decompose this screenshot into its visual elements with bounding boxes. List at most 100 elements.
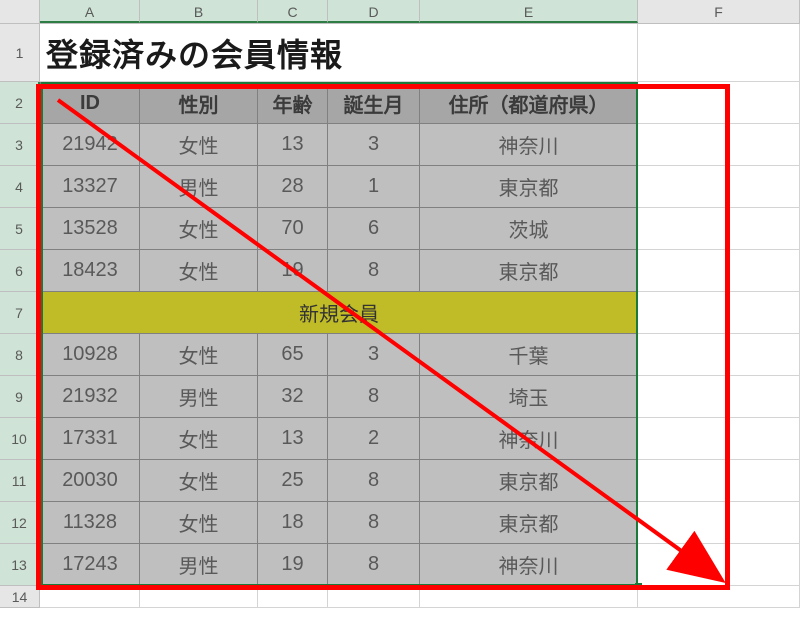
table-cell[interactable]: 茨城 [420, 208, 638, 250]
table-cell[interactable]: 28 [258, 166, 328, 208]
th-prefecture[interactable]: 住所（都道府県） [420, 82, 638, 124]
cell-F5[interactable] [638, 208, 800, 250]
table-cell[interactable]: 女性 [140, 334, 258, 376]
table-cell[interactable]: 11328 [40, 502, 140, 544]
table-cell[interactable]: 19 [258, 544, 328, 586]
th-age[interactable]: 年齢 [258, 82, 328, 124]
row-header-10[interactable]: 10 [0, 418, 40, 460]
col-header-D[interactable]: D [328, 0, 420, 23]
col-header-C[interactable]: C [258, 0, 328, 23]
cell-F1[interactable] [638, 24, 800, 82]
table-cell[interactable]: 女性 [140, 124, 258, 166]
table-cell[interactable]: 3 [328, 124, 420, 166]
table-cell[interactable]: 千葉 [420, 334, 638, 376]
row-header-12[interactable]: 12 [0, 502, 40, 544]
cell-B14[interactable] [140, 586, 258, 608]
table-cell[interactable]: 25 [258, 460, 328, 502]
table-cell[interactable]: 13528 [40, 208, 140, 250]
table-cell[interactable]: 1 [328, 166, 420, 208]
table-cell[interactable]: 神奈川 [420, 124, 638, 166]
table-cell[interactable]: 32 [258, 376, 328, 418]
row-header-4[interactable]: 4 [0, 166, 40, 208]
cell-C14[interactable] [258, 586, 328, 608]
table-cell[interactable]: 20030 [40, 460, 140, 502]
select-all-corner[interactable] [0, 0, 40, 23]
cell-F9[interactable] [638, 376, 800, 418]
table-cell[interactable]: 17331 [40, 418, 140, 460]
table-cell[interactable]: 10928 [40, 334, 140, 376]
cell-F12[interactable] [638, 502, 800, 544]
table-cell[interactable]: 女性 [140, 208, 258, 250]
cell-F4[interactable] [638, 166, 800, 208]
table-cell[interactable]: 東京都 [420, 502, 638, 544]
table-cell[interactable]: 男性 [140, 376, 258, 418]
row-header-13[interactable]: 13 [0, 544, 40, 586]
table-cell[interactable]: 埼玉 [420, 376, 638, 418]
table-cell[interactable]: 13327 [40, 166, 140, 208]
title-cell[interactable]: 登録済みの会員情報 [40, 24, 638, 82]
table-cell[interactable]: 65 [258, 334, 328, 376]
row-header-2[interactable]: 2 [0, 82, 40, 124]
th-gender[interactable]: 性別 [140, 82, 258, 124]
col-header-E[interactable]: E [420, 0, 638, 23]
cell-F10[interactable] [638, 418, 800, 460]
row-header-3[interactable]: 3 [0, 124, 40, 166]
table-cell[interactable]: 17243 [40, 544, 140, 586]
table-cell[interactable]: 女性 [140, 460, 258, 502]
cell-F14[interactable] [638, 586, 800, 608]
table-cell[interactable]: 13 [258, 124, 328, 166]
row-header-5[interactable]: 5 [0, 208, 40, 250]
table-cell[interactable]: 3 [328, 334, 420, 376]
table-cell[interactable]: 21932 [40, 376, 140, 418]
col-header-A[interactable]: A [40, 0, 140, 23]
table-cell[interactable]: 8 [328, 250, 420, 292]
cell-F7[interactable] [638, 292, 800, 334]
row-2: 2 ID 性別 年齢 誕生月 住所（都道府県） [0, 82, 800, 124]
table-cell[interactable]: 8 [328, 460, 420, 502]
row-header-8[interactable]: 8 [0, 334, 40, 376]
cell-F2[interactable] [638, 82, 800, 124]
table-cell[interactable]: 18 [258, 502, 328, 544]
row-header-11[interactable]: 11 [0, 460, 40, 502]
th-birthmonth[interactable]: 誕生月 [328, 82, 420, 124]
table-cell[interactable]: 19 [258, 250, 328, 292]
table-cell[interactable]: 男性 [140, 166, 258, 208]
row-header-6[interactable]: 6 [0, 250, 40, 292]
table-cell[interactable]: 東京都 [420, 250, 638, 292]
cell-F11[interactable] [638, 460, 800, 502]
col-header-F[interactable]: F [638, 0, 800, 23]
th-id[interactable]: ID [40, 82, 140, 124]
table-cell[interactable]: 70 [258, 208, 328, 250]
col-header-B[interactable]: B [140, 0, 258, 23]
table-cell[interactable]: 女性 [140, 502, 258, 544]
row-header-1[interactable]: 1 [0, 24, 40, 82]
cell-F6[interactable] [638, 250, 800, 292]
table-cell[interactable]: 6 [328, 208, 420, 250]
table-cell[interactable]: 神奈川 [420, 544, 638, 586]
cell-F3[interactable] [638, 124, 800, 166]
cell-F8[interactable] [638, 334, 800, 376]
table-cell[interactable]: 8 [328, 376, 420, 418]
fill-handle[interactable] [635, 583, 642, 590]
cell-D14[interactable] [328, 586, 420, 608]
table-cell[interactable]: 女性 [140, 418, 258, 460]
table-cell[interactable]: 女性 [140, 250, 258, 292]
table-cell[interactable]: 8 [328, 502, 420, 544]
table-cell[interactable]: 18423 [40, 250, 140, 292]
table-cell[interactable]: 神奈川 [420, 418, 638, 460]
table-cell[interactable]: 東京都 [420, 166, 638, 208]
cell-A14[interactable] [40, 586, 140, 608]
row-header-9[interactable]: 9 [0, 376, 40, 418]
table-cell[interactable]: 東京都 [420, 460, 638, 502]
cell-F13[interactable] [638, 544, 800, 586]
table-cell[interactable]: 21942 [40, 124, 140, 166]
table-cell[interactable]: 男性 [140, 544, 258, 586]
row-header-14[interactable]: 14 [0, 586, 40, 608]
cell-E14[interactable] [420, 586, 638, 608]
row-13: 1317243男性198神奈川 [0, 544, 800, 586]
merged-new-members[interactable]: 新規会員 [40, 292, 638, 334]
table-cell[interactable]: 13 [258, 418, 328, 460]
table-cell[interactable]: 8 [328, 544, 420, 586]
table-cell[interactable]: 2 [328, 418, 420, 460]
row-header-7[interactable]: 7 [0, 292, 40, 334]
